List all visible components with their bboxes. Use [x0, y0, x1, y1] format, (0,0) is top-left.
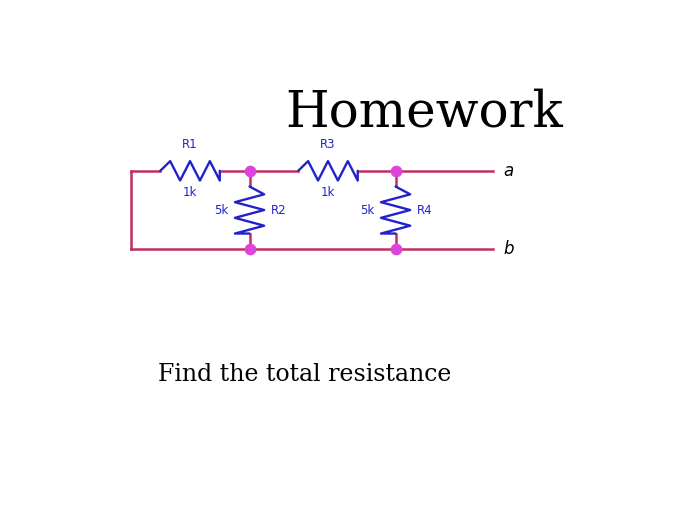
Text: a: a	[504, 162, 514, 180]
Text: 5k: 5k	[359, 204, 374, 216]
Point	[390, 167, 401, 175]
Text: b: b	[504, 240, 514, 258]
Text: Homework: Homework	[285, 89, 563, 138]
Point	[244, 245, 255, 253]
Text: 5k: 5k	[214, 204, 228, 216]
Text: R3: R3	[320, 138, 336, 151]
Text: R2: R2	[271, 204, 287, 216]
Point	[390, 245, 401, 253]
Text: 1k: 1k	[183, 186, 198, 200]
Text: R4: R4	[417, 204, 433, 216]
Text: R1: R1	[182, 138, 198, 151]
Point	[244, 167, 255, 175]
Text: 1k: 1k	[321, 186, 335, 200]
Text: Find the total resistance: Find the total resistance	[158, 363, 451, 386]
